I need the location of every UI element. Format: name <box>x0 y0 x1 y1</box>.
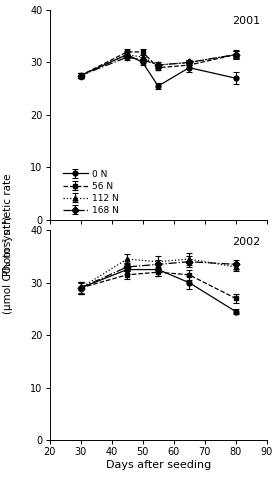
Text: (μmol CO₂ m⁻² s⁻¹): (μmol CO₂ m⁻² s⁻¹) <box>3 216 13 314</box>
X-axis label: Days after seeding: Days after seeding <box>106 460 211 469</box>
Legend: 0 N, 56 N, 112 N, 168 N: 0 N, 56 N, 112 N, 168 N <box>63 170 119 215</box>
Text: 2002: 2002 <box>232 236 260 246</box>
Text: 2001: 2001 <box>232 16 260 26</box>
Text: Photosynthetic rate: Photosynthetic rate <box>3 174 13 276</box>
